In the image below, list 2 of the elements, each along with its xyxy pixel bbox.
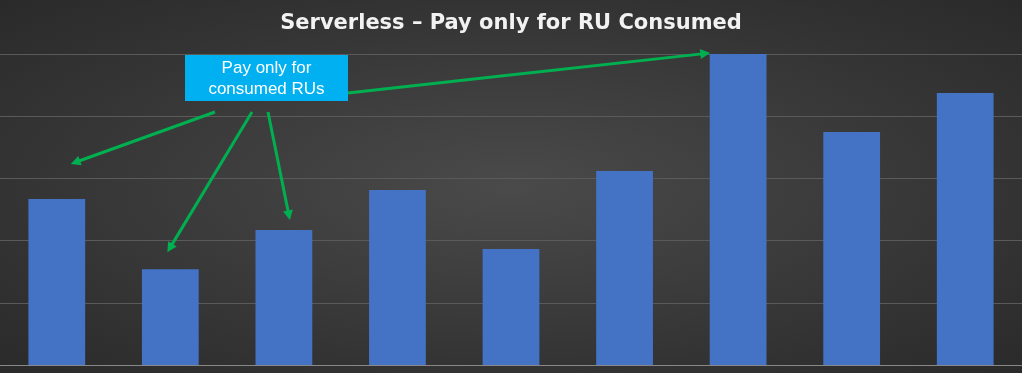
annotation: Pay only for consumed RUs xyxy=(185,55,348,101)
chart-title: Serverless – Pay only for RU Consumed xyxy=(280,9,742,34)
